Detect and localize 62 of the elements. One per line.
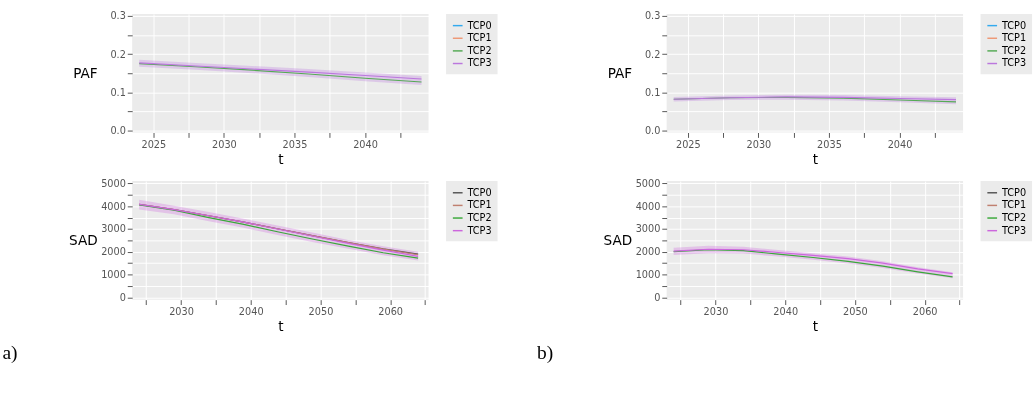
x-axis-title: t — [812, 318, 819, 335]
y-axis-title: PAF — [607, 64, 633, 81]
x-tick-label: 2030 — [746, 138, 772, 150]
legend-label: TCP0 — [1000, 19, 1027, 31]
legend-label: TCP2 — [466, 211, 492, 223]
legend-label: TCP2 — [1000, 44, 1027, 56]
legend-label: TCP0 — [466, 19, 492, 31]
x-tick-label: 2040 — [887, 138, 913, 150]
y-axis-title: SAD — [603, 231, 633, 248]
legend-label: TCP1 — [1000, 32, 1027, 44]
legend-label: TCP0 — [466, 186, 492, 198]
legend-label: TCP1 — [466, 199, 492, 211]
x-axis-title: t — [812, 151, 819, 168]
y-tick-label: 0.1 — [644, 86, 661, 98]
x-axis-title: t — [278, 151, 284, 168]
x-tick-label: 2040 — [238, 305, 264, 317]
y-axis-title: PAF — [73, 64, 98, 81]
y-tick-label: 1000 — [101, 268, 126, 280]
x-tick-label: 2025 — [675, 138, 701, 150]
x-tick-label: 2060 — [378, 305, 404, 317]
y-tick-label: 2000 — [635, 246, 661, 258]
x-tick-label: 2030 — [703, 305, 729, 317]
x-tick-label: 2060 — [912, 305, 938, 317]
y-tick-label: 0.0 — [644, 125, 661, 137]
x-tick-label: 2040 — [773, 305, 799, 317]
y-tick-label: 0.3 — [644, 10, 661, 22]
legend-label: TCP2 — [466, 44, 492, 56]
y-tick-label: 0.0 — [110, 125, 126, 137]
legend-label: TCP3 — [466, 224, 492, 236]
legend-label: TCP0 — [1000, 186, 1027, 198]
y-tick-label: 0 — [654, 291, 661, 303]
y-tick-label: 5000 — [635, 177, 661, 189]
legend-label: TCP1 — [466, 32, 492, 44]
y-tick-label: 3000 — [635, 223, 661, 235]
y-tick-label: 0.2 — [110, 48, 126, 60]
y-axis-title: SAD — [69, 231, 98, 248]
y-tick-label: 0 — [119, 291, 126, 303]
x-tick-label: 2030 — [169, 305, 194, 317]
x-tick-label: 2050 — [843, 305, 868, 317]
legend-label: TCP1 — [1000, 199, 1027, 211]
y-tick-label: 0.3 — [110, 10, 126, 22]
x-axis-title: t — [278, 318, 284, 335]
x-tick-label: 2035 — [282, 138, 308, 150]
y-tick-label: 0.1 — [110, 86, 126, 98]
x-tick-label: 2025 — [141, 138, 167, 150]
x-tick-label: 2050 — [308, 305, 334, 317]
x-tick-label: 2040 — [353, 138, 378, 150]
x-tick-label: 2030 — [212, 138, 237, 150]
x-tick-label: 2035 — [817, 138, 842, 150]
y-tick-label: 2000 — [101, 246, 126, 258]
legend-label: TCP3 — [1000, 57, 1027, 69]
text: b) — [536, 341, 554, 364]
legend-label: TCP2 — [1000, 211, 1027, 223]
y-tick-label: 4000 — [635, 200, 661, 212]
text: a) — [2, 341, 18, 364]
y-tick-label: 0.2 — [644, 48, 661, 60]
legend-label: TCP3 — [1000, 224, 1027, 236]
y-tick-label: 3000 — [101, 223, 126, 235]
legend-label: TCP3 — [466, 57, 492, 69]
y-tick-label: 5000 — [101, 177, 126, 189]
y-tick-label: 1000 — [635, 268, 661, 280]
y-tick-label: 4000 — [101, 200, 126, 212]
